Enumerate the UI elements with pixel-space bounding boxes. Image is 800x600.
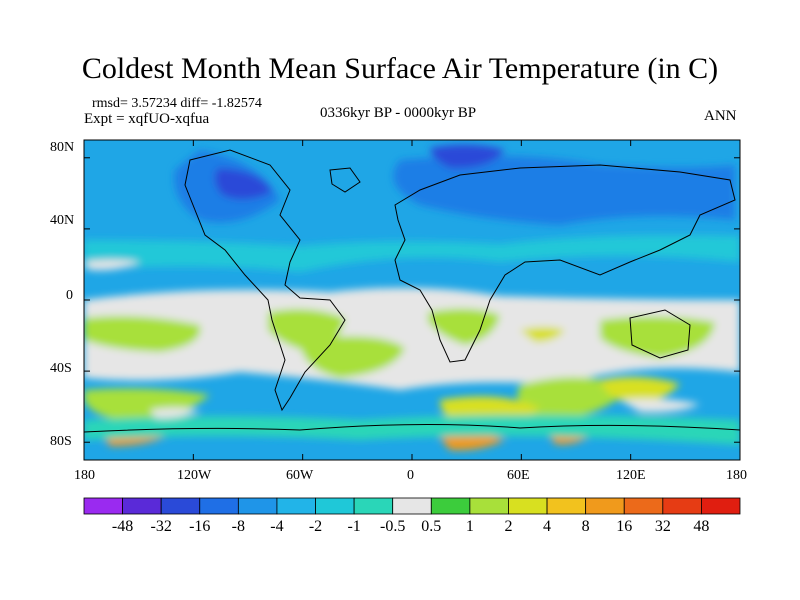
colorbar-label-3: -8 (231, 518, 246, 535)
colorbar (83, 497, 741, 515)
lon-label-0: 0 (407, 468, 414, 483)
colorbar-swatch-15 (662, 497, 702, 515)
colorbar-swatch-10 (469, 497, 509, 515)
colorbar-label-5: -2 (308, 518, 323, 535)
orange-field (100, 428, 590, 451)
coast-australia (629, 309, 691, 359)
rmsd-diff-text: rmsd= 3.57234 diff= -1.82574 (92, 96, 262, 111)
colorbar-swatch-5 (276, 497, 316, 515)
lon-label-120e: 120E (616, 468, 646, 483)
land-north-field (174, 150, 735, 225)
colorbar-swatch-8 (392, 497, 432, 515)
period-text: 0336kyr BP - 0000kyr BP (320, 105, 477, 121)
colorbar-label-7: -0.5 (380, 518, 406, 535)
experiment-text: Expt = xqfUO-xqfua (84, 111, 210, 127)
colorbar-swatch-2 (160, 497, 201, 515)
ice-field-north (214, 144, 506, 200)
lon-label-180w: 180 (74, 468, 95, 483)
lat-label-80s: 80S (50, 434, 72, 449)
season-text: ANN (704, 108, 737, 124)
neutral-patches (84, 260, 700, 419)
coast-americas (184, 149, 346, 412)
lat-label-40s: 40S (50, 361, 72, 376)
colorbar-label-13: 16 (616, 518, 633, 535)
colorbar-swatch-7 (353, 497, 394, 515)
colorbar-label-11: 4 (543, 518, 552, 535)
colorbar-label-6: -1 (347, 518, 361, 535)
colorbar-swatch-13 (585, 497, 625, 515)
colorbar-swatch-1 (122, 497, 162, 515)
colorbar-label-15: 48 (693, 518, 710, 535)
lat-label-0: 0 (66, 288, 73, 303)
colorbar-label-0: -48 (111, 518, 134, 535)
green-field-warm (84, 308, 715, 358)
colorbar-label-14: 32 (654, 518, 671, 535)
coastlines (84, 149, 740, 433)
coast-greenland (329, 167, 361, 193)
colorbar-swatch-9 (430, 497, 471, 515)
colorbar-swatch-12 (546, 497, 587, 515)
colorbar-swatch-16 (701, 497, 741, 515)
coast-eurasia-africa (394, 164, 736, 363)
colorbar-swatch-3 (199, 497, 239, 515)
lat-label-80n: 80N (50, 140, 75, 155)
colorbar-swatch-14 (623, 497, 664, 515)
lon-label-120w: 120W (177, 468, 212, 483)
green-field-south (84, 336, 630, 420)
lat-label-40n: 40N (50, 213, 75, 228)
colorbar-label-12: 8 (581, 518, 590, 535)
colorbar-label-9: 1 (465, 518, 474, 535)
lon-label-60w: 60W (286, 468, 314, 483)
colorbar-swatch-0 (83, 497, 123, 515)
colorbar-swatch-4 (237, 497, 278, 515)
lon-label-60e: 60E (507, 468, 530, 483)
cyan-field-north (84, 235, 740, 272)
axis-ticks (83, 140, 741, 460)
coast-antarctica (84, 423, 740, 433)
colorbar-label-4: -4 (270, 518, 284, 535)
colorbar-label-10: 2 (504, 518, 513, 535)
colorbar-swatch-11 (508, 497, 548, 515)
page-title: Coldest Month Mean Surface Air Temperatu… (81, 52, 719, 85)
temperature-field (84, 140, 740, 460)
lon-label-180e: 180 (726, 468, 747, 483)
cyan-field-south (84, 415, 740, 445)
colorbar-label-8: 0.5 (421, 518, 442, 535)
yellow-field (440, 327, 680, 428)
colorbar-label-2: -16 (189, 518, 211, 535)
colorbar-label-1: -32 (150, 518, 172, 535)
neutral-field-tropics (84, 287, 740, 390)
colorbar-swatch-6 (315, 497, 355, 515)
